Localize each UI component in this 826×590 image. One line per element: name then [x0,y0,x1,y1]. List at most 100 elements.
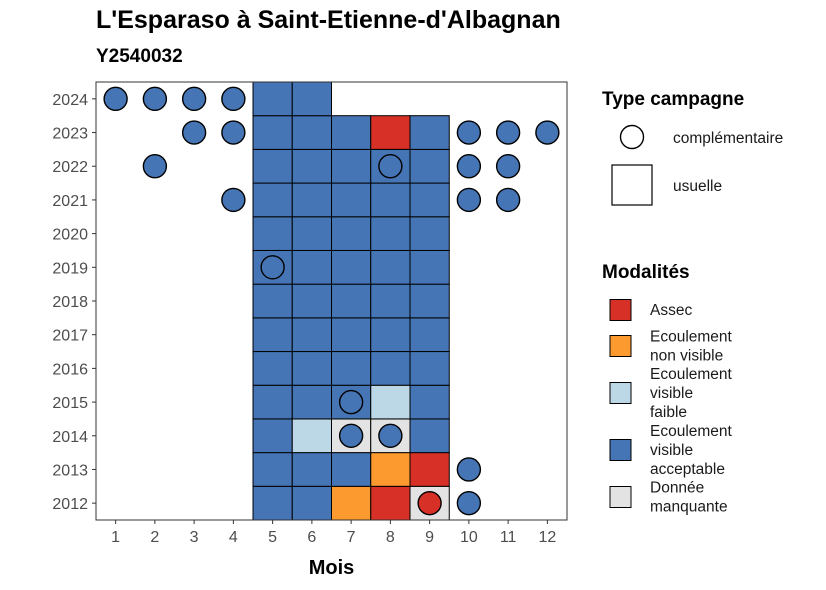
point-2024-2 [142,86,168,112]
y-tick-label: 2017 [52,328,88,345]
point-2021-11 [495,187,521,213]
legend-swatch [609,335,632,357]
point-2015-7 [338,389,364,415]
point-2013-10 [456,457,482,482]
point-2023-3 [181,120,207,145]
cell-2015-5 [252,384,293,420]
legend: Type campagne complémentaire usuelle Modali… [602,89,783,516]
y-tick-label: 2014 [52,429,88,446]
cell-2020-5 [252,216,293,251]
legend-type-title: Type campagne [602,89,744,110]
cell-2016-8 [370,351,411,386]
cell-2024-6 [291,81,332,117]
cell-2020-8 [370,216,411,251]
x-tick-label: 4 [229,529,238,546]
cell-2023-6 [291,115,332,150]
cell-2022-9 [409,148,450,184]
legend-modalite-label: visible [650,385,693,402]
cell-2021-8 [370,182,411,218]
y-tick-label: 2016 [52,361,88,378]
point-2024-1 [103,86,128,112]
cell-2013-9 [409,452,450,487]
x-tick-label: 8 [386,529,395,546]
x-tick-label: 3 [190,529,199,546]
cell-2019-9 [409,249,450,285]
cell-2014-6 [291,418,332,454]
cell-2017-5 [252,317,293,353]
legend-swatch [609,382,632,404]
y-tick-label: 2013 [52,462,88,479]
legend-modalite-label: Ecoulement [650,329,733,346]
point-2023-10 [456,120,482,145]
legend-modalite-label: manquante [650,499,728,516]
legend-modalite-label: Donnée [650,480,704,497]
x-tick-label: 10 [460,529,478,546]
legend-modalite-label: visible [650,442,693,459]
y-tick-label: 2024 [52,92,88,109]
y-tick-label: 2022 [52,159,88,176]
cell-2021-7 [331,182,372,218]
cell-2016-6 [291,351,332,386]
cell-2017-6 [291,317,332,353]
cell-2021-6 [291,182,332,218]
cell-2023-7 [331,115,372,150]
cell-2018-6 [291,283,332,319]
cell-2019-7 [331,249,372,285]
cell-2014-5 [252,418,293,454]
cell-2016-7 [331,351,372,386]
x-tick-label: 5 [268,529,277,546]
cell-2021-9 [409,182,450,218]
chart-subtitle: Y2540032 [96,46,183,67]
legend-modalite-label: Ecoulement [650,366,733,383]
legend-circle-key [619,124,645,150]
legend-swatch [609,486,632,508]
cell-2020-9 [409,216,450,251]
cell-2013-5 [252,452,293,487]
cell-2017-7 [331,317,372,353]
point-2022-11 [495,154,521,179]
point-2023-4 [221,120,246,145]
cell-2022-6 [291,148,332,184]
cell-2023-5 [252,115,293,150]
legend-modalite-label: acceptable [650,461,725,478]
cell-2022-7 [331,148,372,184]
cell-2012-5 [252,485,293,521]
point-2023-12 [535,120,560,145]
point-2014-7 [338,423,364,448]
x-tick-label: 9 [425,529,434,546]
complementaire-circles [103,86,560,516]
y-tick-label: 2018 [52,294,88,311]
cell-2018-9 [409,283,450,319]
cell-2023-9 [409,115,450,150]
legend-modalites-title: Modalités [602,262,690,283]
cell-2019-6 [291,249,332,285]
cell-2013-7 [331,452,372,487]
legend-modalite-label: non visible [650,348,723,365]
cell-2019-8 [370,249,411,285]
x-tick-label: 2 [150,529,159,546]
cell-2012-8 [370,485,411,521]
y-tick-label: 2023 [52,126,88,143]
cell-2021-5 [252,182,293,218]
legend-type-label: usuelle [673,178,722,195]
point-2024-3 [181,86,207,112]
cell-2022-5 [252,148,293,184]
point-2021-10 [456,187,482,213]
point-2014-8 [378,423,403,448]
y-tick-label: 2019 [52,260,88,277]
x-tick-label: 7 [347,529,356,546]
legend-modalite-label: Ecoulement [650,423,733,440]
cell-2015-8 [370,384,411,420]
point-2022-10 [456,154,482,179]
legend-swatch [609,439,632,461]
cell-2023-8 [370,115,411,150]
cell-2015-9 [409,384,450,420]
cell-2020-7 [331,216,372,251]
y-tick-label: 2021 [52,193,88,210]
cell-2012-7 [331,485,372,521]
legend-modalite-label: Assec [650,302,692,319]
y-tick-label: 2015 [52,395,88,412]
chart-title: L'Esparaso à Saint-Etienne-d'Albagnan [96,6,561,34]
cell-2013-6 [291,452,332,487]
